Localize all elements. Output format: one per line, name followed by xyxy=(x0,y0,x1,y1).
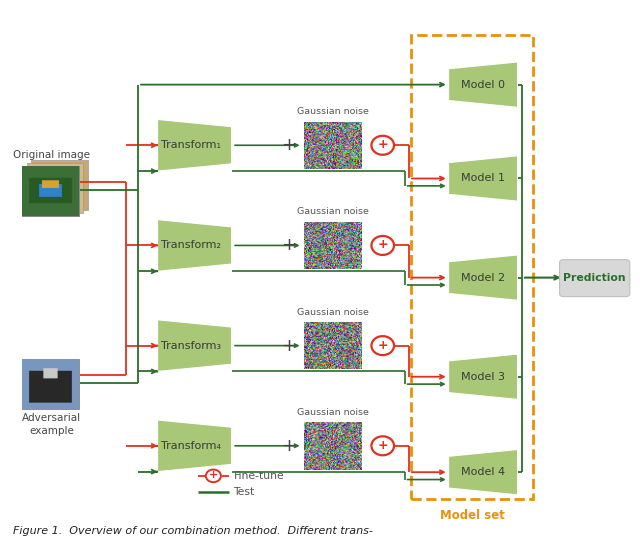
Polygon shape xyxy=(449,255,518,300)
Text: +: + xyxy=(281,236,296,254)
Text: +: + xyxy=(281,137,296,154)
Text: Transform₃: Transform₃ xyxy=(161,341,221,351)
Circle shape xyxy=(206,470,221,482)
Polygon shape xyxy=(449,354,518,400)
Text: Transform₁: Transform₁ xyxy=(161,140,221,150)
Text: Model 2: Model 2 xyxy=(461,273,505,282)
Text: +: + xyxy=(378,339,388,352)
FancyBboxPatch shape xyxy=(27,163,83,213)
FancyBboxPatch shape xyxy=(31,160,88,210)
Text: Transform₂: Transform₂ xyxy=(161,240,221,250)
Text: Gaussian noise: Gaussian noise xyxy=(296,408,369,417)
Text: Fine-tune: Fine-tune xyxy=(234,471,284,481)
Polygon shape xyxy=(449,450,518,495)
Circle shape xyxy=(371,236,394,255)
Polygon shape xyxy=(449,62,518,107)
Text: +: + xyxy=(281,437,296,455)
Circle shape xyxy=(371,436,394,455)
Circle shape xyxy=(371,336,394,355)
Text: +: + xyxy=(378,239,388,251)
Text: Prediction: Prediction xyxy=(563,273,626,282)
Text: +: + xyxy=(281,337,296,355)
Text: +: + xyxy=(209,470,218,480)
Text: Model set: Model set xyxy=(440,509,504,522)
Text: Gaussian noise: Gaussian noise xyxy=(296,208,369,216)
Text: Model 4: Model 4 xyxy=(461,467,505,477)
Text: +: + xyxy=(378,138,388,152)
Polygon shape xyxy=(449,156,518,201)
Circle shape xyxy=(371,136,394,155)
Text: Model 3: Model 3 xyxy=(461,372,505,382)
Text: +: + xyxy=(378,439,388,452)
FancyBboxPatch shape xyxy=(559,260,630,296)
Polygon shape xyxy=(157,420,232,472)
Text: Gaussian noise: Gaussian noise xyxy=(296,107,369,116)
Polygon shape xyxy=(157,119,232,171)
FancyBboxPatch shape xyxy=(22,166,79,216)
Polygon shape xyxy=(157,320,232,371)
Text: Original image: Original image xyxy=(13,149,90,159)
Text: Model 0: Model 0 xyxy=(461,79,505,90)
Text: Model 1: Model 1 xyxy=(461,174,505,184)
FancyBboxPatch shape xyxy=(22,359,79,409)
Polygon shape xyxy=(157,220,232,271)
Text: Gaussian noise: Gaussian noise xyxy=(296,307,369,316)
Text: Figure 1.  Overview of our combination method.  Different trans-: Figure 1. Overview of our combination me… xyxy=(13,527,372,537)
Text: Adversarial
example: Adversarial example xyxy=(22,413,81,436)
Text: Transform₄: Transform₄ xyxy=(161,441,221,451)
Text: Test: Test xyxy=(234,487,255,497)
FancyBboxPatch shape xyxy=(22,166,79,216)
